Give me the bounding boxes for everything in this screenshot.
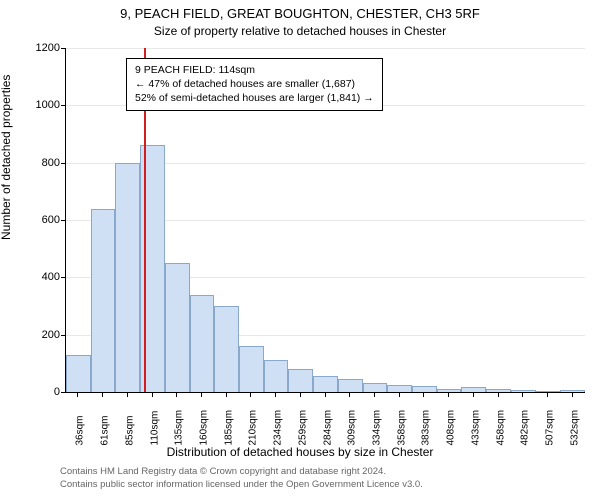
y-tick-label: 200 <box>42 329 60 341</box>
x-tick-mark <box>250 393 251 397</box>
x-tick-mark <box>201 393 202 397</box>
y-axis-label: Number of detached properties <box>0 75 13 240</box>
x-tick-mark <box>325 393 326 397</box>
x-tick-mark <box>498 393 499 397</box>
y-tick-mark <box>61 220 65 221</box>
histogram-bar <box>387 385 412 392</box>
y-tick-label: 1200 <box>36 42 60 54</box>
histogram-bar <box>91 209 116 392</box>
histogram-bar <box>165 263 190 392</box>
histogram-bar <box>264 360 289 392</box>
histogram-bar <box>363 383 388 392</box>
histogram-bar <box>66 355 91 392</box>
x-tick-mark <box>226 393 227 397</box>
x-tick-mark <box>349 393 350 397</box>
chart-title-sub: Size of property relative to detached ho… <box>0 24 600 38</box>
annotation-box: 9 PEACH FIELD: 114sqm ← 47% of detached … <box>126 58 383 111</box>
x-tick-mark <box>423 393 424 397</box>
x-tick-mark <box>152 393 153 397</box>
x-tick-mark <box>473 393 474 397</box>
x-tick-label: 36sqm <box>75 415 86 445</box>
histogram-bar <box>461 387 486 392</box>
histogram-bar <box>560 390 585 392</box>
x-tick-label: 507sqm <box>544 410 555 446</box>
annotation-line2: ← 47% of detached houses are smaller (1,… <box>135 77 374 91</box>
histogram-bar <box>437 389 462 392</box>
x-tick-mark <box>300 393 301 397</box>
histogram-bar <box>536 391 561 392</box>
x-tick-mark <box>77 393 78 397</box>
x-tick-mark <box>374 393 375 397</box>
histogram-bar <box>486 389 511 392</box>
histogram-bar <box>412 386 437 392</box>
x-tick-label: 160sqm <box>198 410 209 446</box>
x-tick-label: 408sqm <box>446 410 457 446</box>
y-tick-label: 1000 <box>36 99 60 111</box>
chart-container: 9, PEACH FIELD, GREAT BOUGHTON, CHESTER,… <box>0 0 600 500</box>
x-tick-label: 383sqm <box>421 410 432 446</box>
histogram-bar <box>115 163 140 392</box>
x-tick-label: 210sqm <box>248 410 259 446</box>
x-tick-mark <box>448 393 449 397</box>
y-tick-mark <box>61 48 65 49</box>
y-tick-label: 800 <box>42 157 60 169</box>
x-tick-label: 482sqm <box>520 410 531 446</box>
x-tick-label: 61sqm <box>100 415 111 445</box>
histogram-bar <box>511 390 536 392</box>
footer-line1: Contains HM Land Registry data © Crown c… <box>60 466 386 477</box>
x-tick-mark <box>399 393 400 397</box>
x-tick-label: 358sqm <box>396 410 407 446</box>
footer-line2: Contains public sector information licen… <box>60 479 423 490</box>
x-tick-label: 284sqm <box>322 410 333 446</box>
x-tick-mark <box>176 393 177 397</box>
x-tick-label: 185sqm <box>223 410 234 446</box>
x-tick-label: 234sqm <box>273 410 284 446</box>
annotation-line3: 52% of semi-detached houses are larger (… <box>135 91 374 105</box>
x-tick-label: 85sqm <box>124 415 135 445</box>
x-tick-label: 135sqm <box>174 410 185 446</box>
histogram-bar <box>313 376 338 392</box>
x-axis-label: Distribution of detached houses by size … <box>0 445 600 459</box>
y-tick-mark <box>61 335 65 336</box>
plot-area: 9 PEACH FIELD: 114sqm ← 47% of detached … <box>65 48 585 393</box>
x-tick-label: 433sqm <box>470 410 481 446</box>
x-tick-mark <box>275 393 276 397</box>
histogram-bar <box>288 369 313 392</box>
x-tick-mark <box>127 393 128 397</box>
x-tick-label: 309sqm <box>347 410 358 446</box>
y-tick-mark <box>61 277 65 278</box>
x-tick-mark <box>572 393 573 397</box>
y-tick-label: 0 <box>54 386 60 398</box>
y-tick-mark <box>61 163 65 164</box>
histogram-bar <box>338 379 363 392</box>
histogram-bar <box>190 295 215 392</box>
y-tick-label: 600 <box>42 214 60 226</box>
x-tick-label: 334sqm <box>371 410 382 446</box>
annotation-line1: 9 PEACH FIELD: 114sqm <box>135 63 374 77</box>
x-tick-mark <box>547 393 548 397</box>
histogram-bar <box>214 306 239 392</box>
x-tick-label: 532sqm <box>569 410 580 446</box>
x-tick-label: 458sqm <box>495 410 506 446</box>
y-tick-mark <box>61 392 65 393</box>
chart-title-main: 9, PEACH FIELD, GREAT BOUGHTON, CHESTER,… <box>0 6 600 21</box>
y-tick-mark <box>61 105 65 106</box>
x-tick-label: 110sqm <box>149 411 160 446</box>
histogram-bar <box>239 346 264 392</box>
x-tick-mark <box>522 393 523 397</box>
x-tick-mark <box>102 393 103 397</box>
y-tick-label: 400 <box>42 271 60 283</box>
x-tick-label: 259sqm <box>297 410 308 446</box>
